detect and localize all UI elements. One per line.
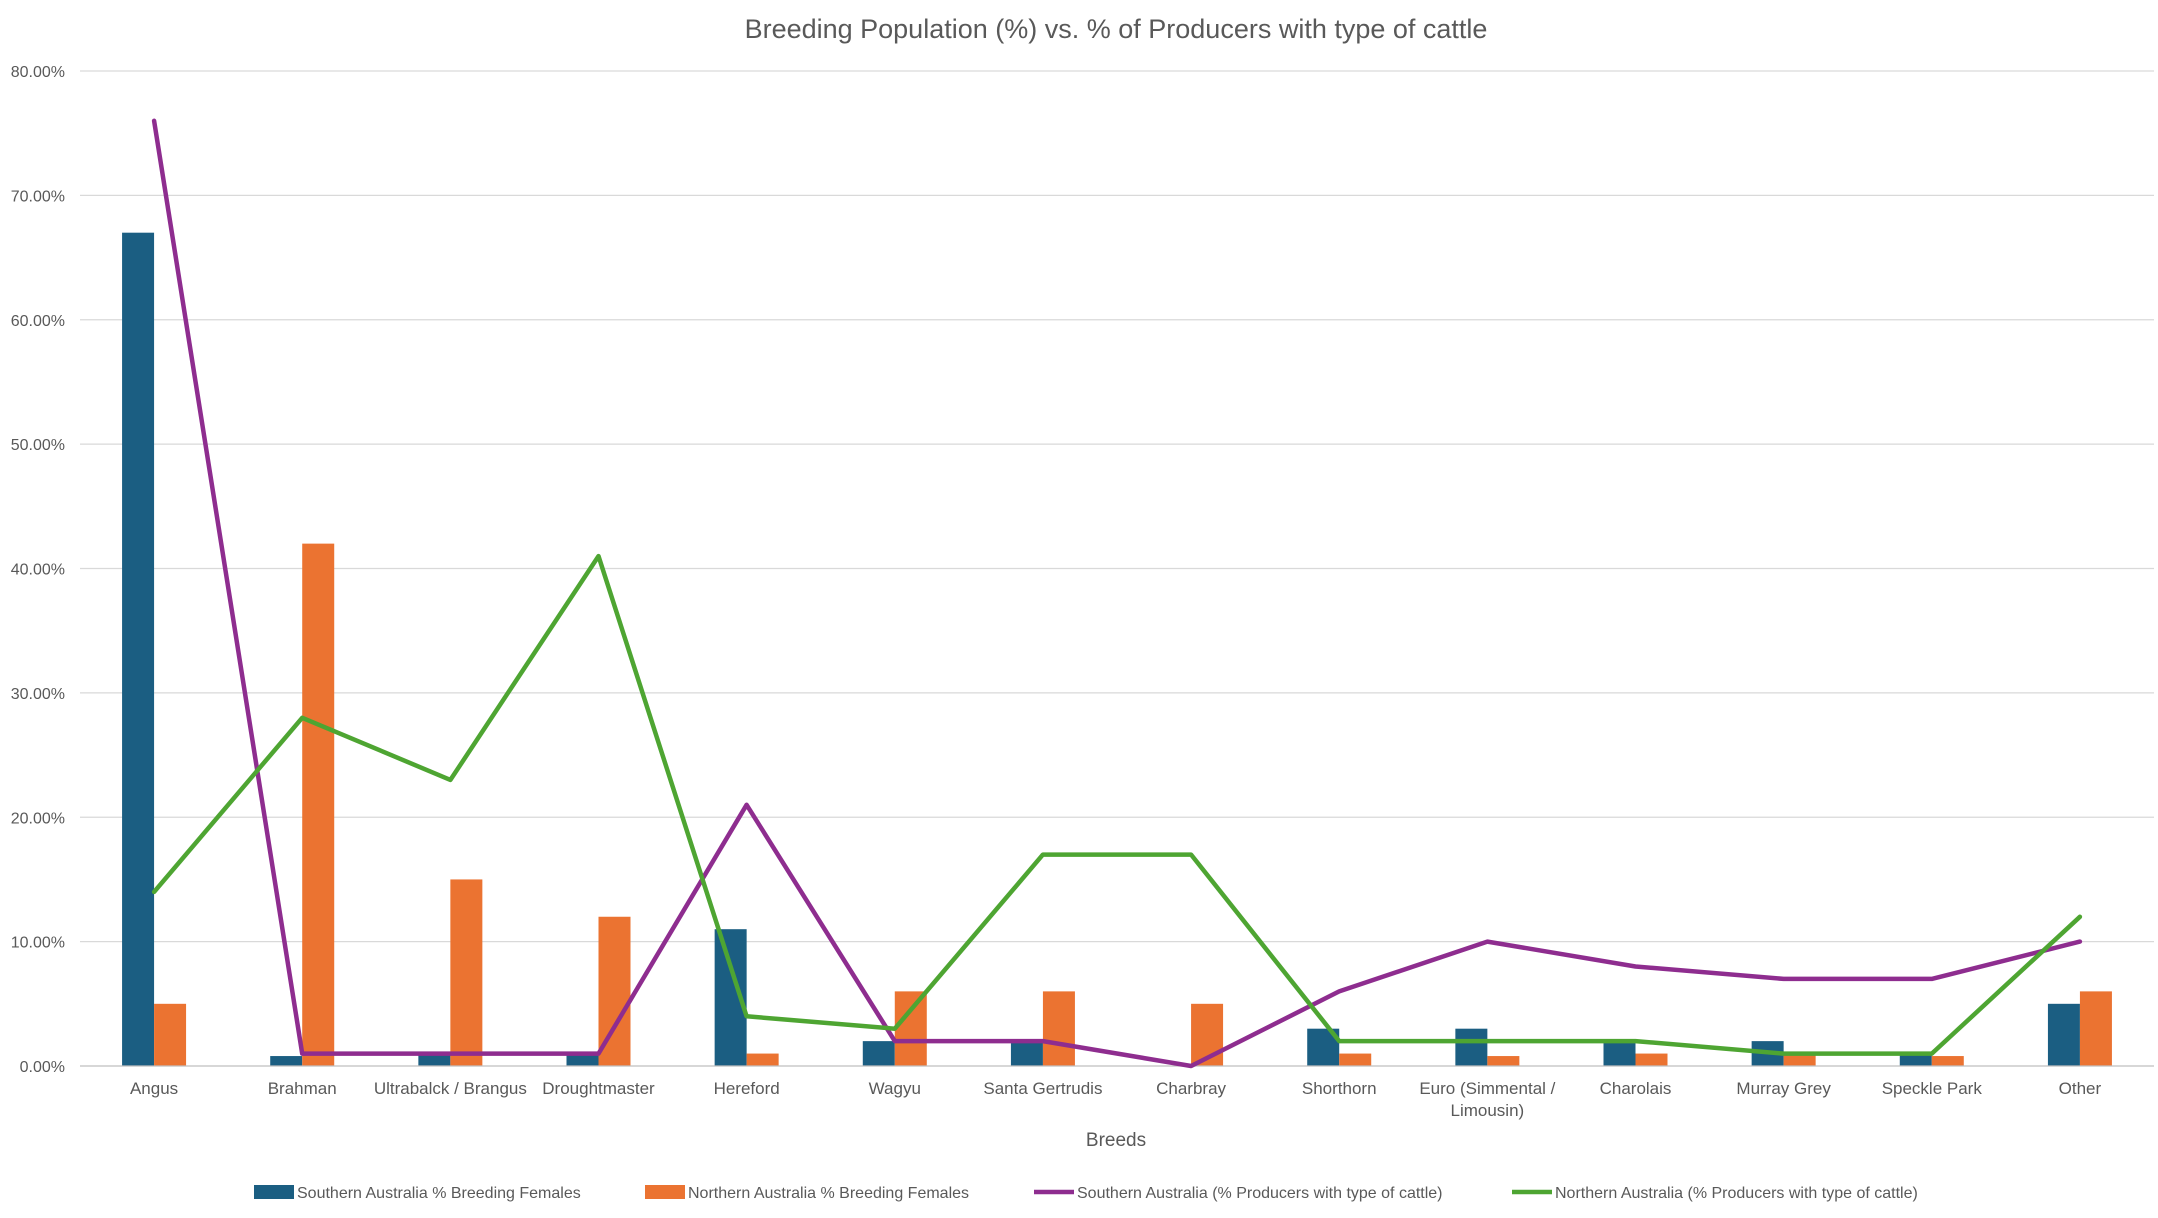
- legend-label: Northern Australia (% Producers with typ…: [1555, 1185, 1918, 1202]
- bar-series-2: [1487, 1056, 1520, 1066]
- bar-series-1: [418, 1053, 451, 1066]
- y-axis-ticks: 0.00% 10.00% 20.00% 30.00% 40.00% 50.00% 60.00…: [11, 64, 65, 1076]
- x-tick-label: Charbray: [1156, 1079, 1226, 1098]
- x-tick-label: Hereford: [714, 1079, 780, 1098]
- bar-series-1: [1899, 1053, 1932, 1066]
- gridlines: [80, 70, 2154, 943]
- bar-series-2: [1783, 1053, 1816, 1066]
- bar-series-2: [302, 543, 335, 1066]
- bar-series-2: [1931, 1056, 1964, 1066]
- legend-swatch: [645, 1185, 685, 1199]
- x-axis-title: Breeds: [1086, 1130, 1146, 1151]
- bar-series-1: [566, 1053, 599, 1066]
- x-tick-label: Wagyu: [869, 1079, 921, 1098]
- y-tick-label: 0.00%: [20, 1059, 65, 1076]
- bar-series-1: [1455, 1028, 1488, 1066]
- bar-series-1: [122, 232, 155, 1066]
- x-tick-label: Other: [2059, 1079, 2102, 1098]
- bar-series-2: [2079, 991, 2112, 1066]
- x-tick-label: Shorthorn: [1302, 1079, 1377, 1098]
- y-tick-label: 50.00%: [11, 437, 65, 454]
- bar-series-2: [894, 991, 927, 1066]
- y-tick-label: 40.00%: [11, 562, 65, 579]
- bar-series-2: [154, 1003, 187, 1066]
- bars: [122, 232, 2112, 1066]
- series-lines: [151, 118, 2083, 1069]
- bar-series-2: [1635, 1053, 1668, 1066]
- legend: Southern Australia % Breeding Females Nor…: [254, 1185, 1918, 1202]
- x-tick-label: Angus: [130, 1079, 178, 1098]
- x-tick-label: Brahman: [268, 1079, 337, 1098]
- y-tick-label: 80.00%: [11, 64, 65, 81]
- bar-series-2: [746, 1053, 779, 1066]
- x-tick-label: Murray Grey: [1736, 1079, 1831, 1098]
- legend-label: Southern Australia (% Producers with typ…: [1077, 1185, 1443, 1202]
- y-tick-label: 30.00%: [11, 686, 65, 703]
- y-tick-label: 10.00%: [11, 935, 65, 952]
- bar-series-1: [270, 1056, 303, 1066]
- legend-label: Northern Australia % Breeding Females: [688, 1185, 969, 1202]
- line-series-1: [151, 118, 2083, 1069]
- x-axis-ticks: Angus Brahman Ultrabalck / Brangus Droughtm…: [130, 1079, 2102, 1120]
- bar-series-1: [862, 1041, 895, 1066]
- bar-series-2: [450, 879, 483, 1066]
- bar-series-2: [1339, 1053, 1372, 1066]
- y-tick-label: 60.00%: [11, 313, 65, 330]
- x-tick-label: Euro (Simmental / Limousin): [1419, 1079, 1555, 1120]
- chart-title: Breeding Population (%) vs. % of Produce…: [745, 14, 1488, 44]
- bar-series-1: [1010, 1041, 1043, 1066]
- x-tick-label: Ultrabalck / Brangus: [374, 1079, 527, 1098]
- legend-label: Southern Australia % Breeding Females: [297, 1185, 581, 1202]
- y-tick-label: 20.00%: [11, 810, 65, 827]
- x-tick-label: Droughtmaster: [542, 1079, 655, 1098]
- bar-series-1: [2047, 1003, 2080, 1066]
- y-tick-label: 70.00%: [11, 188, 65, 205]
- bar-series-2: [1042, 991, 1075, 1066]
- x-tick-label: Santa Gertrudis: [983, 1079, 1102, 1098]
- x-tick-label: Charolais: [1600, 1079, 1672, 1098]
- x-tick-label: Speckle Park: [1882, 1079, 1983, 1098]
- line-series-2: [151, 553, 2083, 1056]
- bar-series-1: [1603, 1041, 1636, 1066]
- legend-swatch: [254, 1185, 294, 1199]
